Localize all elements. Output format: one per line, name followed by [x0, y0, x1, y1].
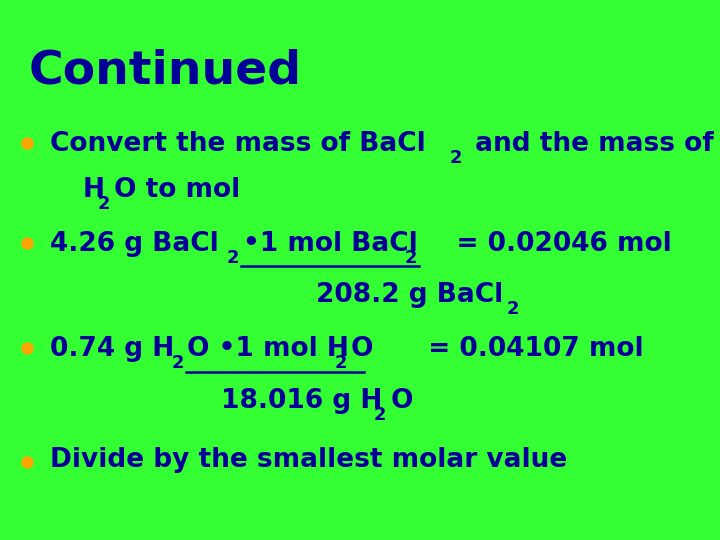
Text: 208.2 g BaCl: 208.2 g BaCl: [316, 282, 503, 308]
Text: 2: 2: [405, 249, 417, 267]
Text: 2: 2: [507, 300, 519, 318]
Text: O: O: [390, 388, 413, 414]
Text: and the mass of: and the mass of: [466, 131, 714, 157]
Text: 2: 2: [374, 406, 387, 423]
Text: Continued: Continued: [29, 49, 302, 93]
Text: •1 mol BaCl: •1 mol BaCl: [243, 231, 418, 257]
Text: 2: 2: [227, 249, 239, 267]
Text: 2: 2: [450, 149, 462, 167]
Text: 2: 2: [171, 354, 184, 372]
Text: O to mol: O to mol: [114, 177, 240, 203]
Text: Divide by the smallest molar value: Divide by the smallest molar value: [50, 447, 567, 473]
Text: O •1 mol H: O •1 mol H: [187, 336, 349, 362]
Text: = 0.02046 mol: = 0.02046 mol: [420, 231, 672, 257]
Text: 0.74 g H: 0.74 g H: [50, 336, 175, 362]
Text: 2: 2: [335, 354, 347, 372]
Text: 18.016 g H: 18.016 g H: [220, 388, 382, 414]
Text: 2: 2: [98, 195, 110, 213]
Text: O      = 0.04107 mol: O = 0.04107 mol: [351, 336, 643, 362]
Text: Convert the mass of BaCl: Convert the mass of BaCl: [50, 131, 426, 157]
Text: H: H: [83, 177, 105, 203]
Text: 4.26 g BaCl: 4.26 g BaCl: [50, 231, 219, 257]
